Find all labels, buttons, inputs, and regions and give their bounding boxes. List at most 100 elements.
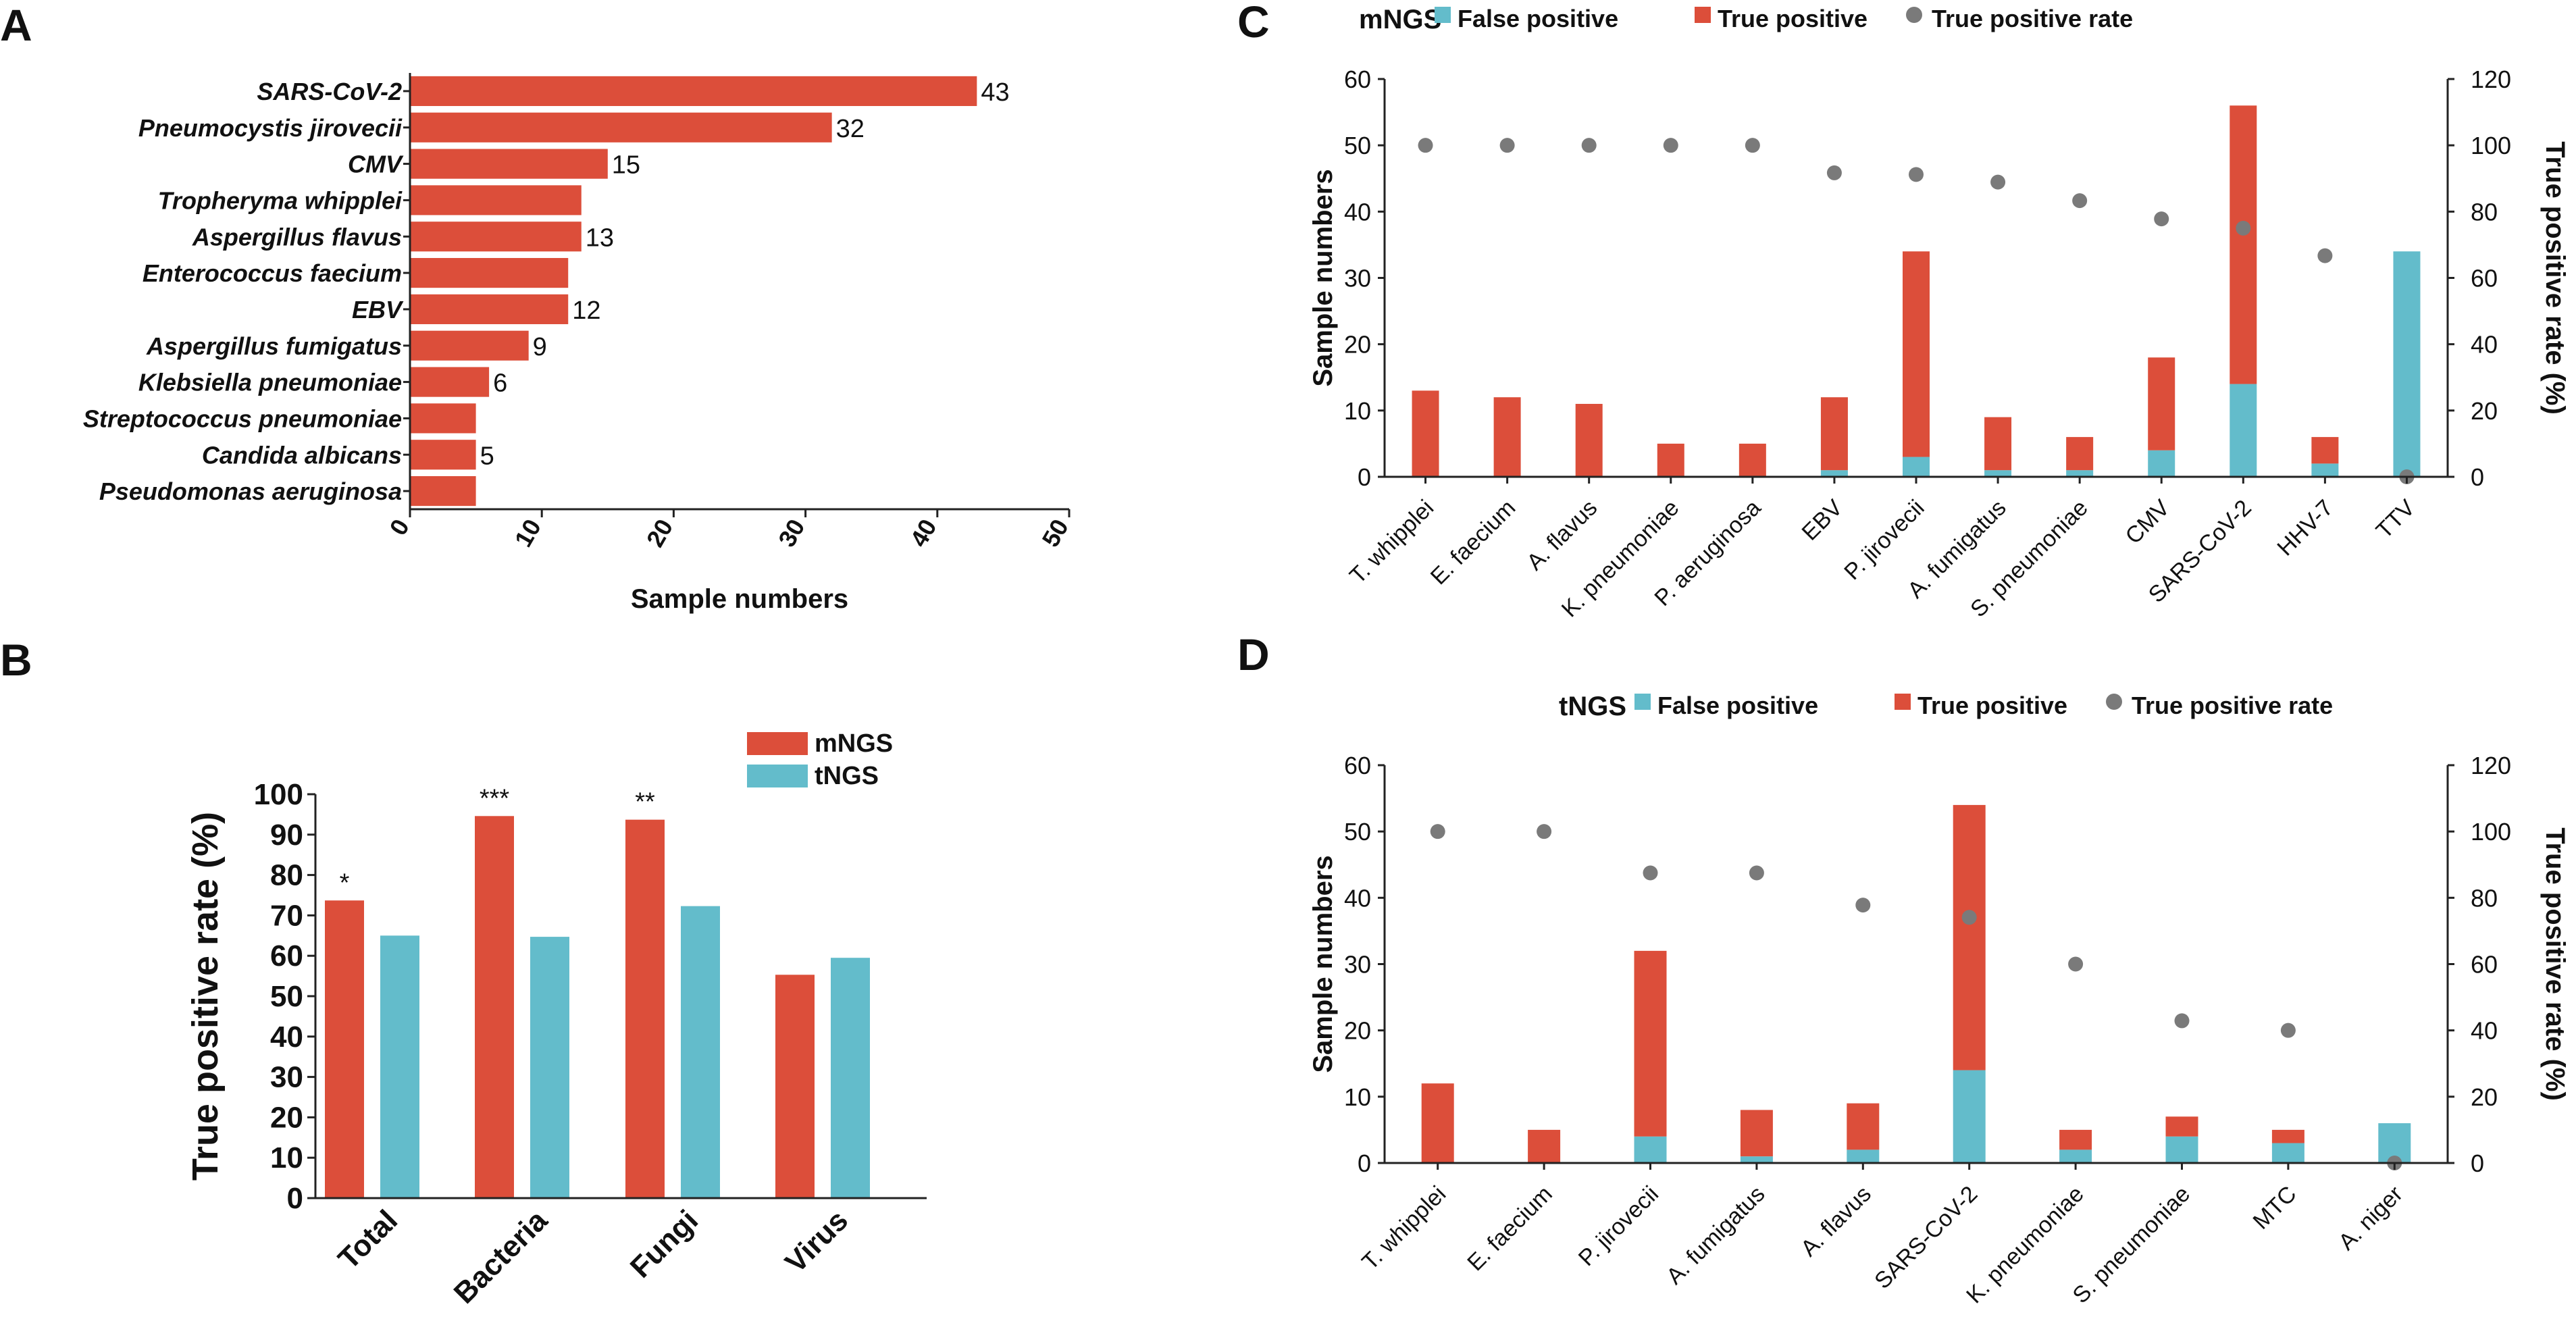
bar <box>380 935 419 1198</box>
bar-true-positive <box>1740 1110 1773 1157</box>
legend-label-true-positive: True positive <box>1917 692 2067 719</box>
bar-true-positive <box>1657 443 1684 477</box>
y-tick-label: 90 <box>270 819 303 852</box>
y-tick-label: 40 <box>270 1020 303 1054</box>
bar-true-positive <box>1847 1103 1880 1150</box>
y-tick-label: 50 <box>270 980 303 1013</box>
rate-point <box>1643 865 1658 881</box>
y2-tick-label: 80 <box>2471 884 2498 912</box>
legend-label-rate: True positive rate <box>1932 5 2133 32</box>
bar-true-positive <box>1738 443 1766 477</box>
y2-tick-label: 40 <box>2471 331 2498 359</box>
bar-true-positive <box>1634 950 1667 1137</box>
rate-point <box>2317 248 2333 263</box>
y-tick-label: 30 <box>270 1061 303 1094</box>
bar-true-positive <box>2059 1129 2092 1150</box>
legend-label-tngs: tNGS <box>815 762 879 790</box>
panel-label-c: C <box>1237 0 1270 47</box>
bar-false-positive <box>1634 1136 1667 1163</box>
rate-point <box>2154 211 2169 227</box>
category-label: Aspergillus flavus <box>192 223 402 251</box>
significance-marker: ** <box>635 788 655 817</box>
y2-tick-label: 60 <box>2471 951 2498 979</box>
category-label: Pseudomonas aeruginosa <box>99 477 402 505</box>
bar-false-positive <box>2066 470 2094 477</box>
legend-swatch-false-positive <box>1435 7 1451 23</box>
bar-true-positive <box>2311 437 2339 464</box>
bar <box>775 975 815 1198</box>
y-tick-label: 0 <box>287 1182 303 1215</box>
rate-point <box>1430 824 1445 839</box>
rate-point <box>2068 956 2084 972</box>
category-label: Aspergillus fumigatus <box>146 332 402 360</box>
bar-true-positive <box>1820 397 1848 471</box>
rate-point <box>1581 138 1597 153</box>
y-axis-title: True positive rate (%) <box>185 812 226 1181</box>
bar <box>410 330 529 361</box>
bar-false-positive <box>1847 1149 1880 1163</box>
y2-tick-label: 0 <box>2471 1149 2484 1177</box>
y2-tick-label: 40 <box>2471 1017 2498 1045</box>
y-axis-title: Sample numbers <box>1308 855 1338 1072</box>
y-tick-label: 0 <box>1358 1149 1371 1177</box>
y-tick-label: 10 <box>1344 1083 1371 1111</box>
bar-true-positive <box>1575 404 1603 477</box>
bar <box>410 403 476 434</box>
bar <box>410 149 608 179</box>
y2-tick-label: 80 <box>2471 198 2498 226</box>
y-tick-label: 30 <box>1344 951 1371 979</box>
bar <box>625 819 665 1198</box>
legend-swatch-tngs <box>747 765 808 787</box>
y-tick-label: 50 <box>1344 818 1371 846</box>
significance-marker: *** <box>480 784 510 812</box>
x-axis-title: Sample numbers <box>631 584 848 614</box>
y2-tick-label: 0 <box>2471 463 2484 491</box>
bar-true-positive <box>1412 390 1439 477</box>
bar <box>410 222 582 252</box>
bar-true-positive <box>1903 251 1930 457</box>
category-label: Streptococcus pneumoniae <box>83 405 402 432</box>
y2-tick-label: 60 <box>2471 265 2498 292</box>
y-tick-label: 100 <box>254 778 303 811</box>
bar-true-positive <box>1528 1129 1561 1163</box>
category-label: Candida albicans <box>202 441 402 469</box>
legend-label-mngs: mNGS <box>815 729 893 758</box>
bar-false-positive <box>1740 1156 1773 1163</box>
data-label: 13 <box>586 224 614 252</box>
bar <box>530 937 569 1198</box>
category-label: Klebsiella pneumoniae <box>138 369 402 396</box>
legend-swatch-true-positive <box>1895 694 1911 710</box>
data-label: 5 <box>480 442 494 470</box>
category-label: Tropheryma whipplei <box>158 186 403 214</box>
y-tick-label: 60 <box>1344 66 1371 93</box>
bar-false-positive <box>2230 384 2257 477</box>
category-label: CMV <box>348 151 404 178</box>
y-tick-label: 10 <box>270 1141 303 1174</box>
bar <box>475 816 514 1198</box>
bar-false-positive <box>2271 1143 2304 1163</box>
category-label: Enterococcus faecium <box>143 259 402 287</box>
panel-label-a: A <box>0 0 32 50</box>
bar <box>325 900 364 1198</box>
bar-true-positive <box>2165 1116 2198 1137</box>
rate-point <box>1418 138 1433 153</box>
y-axis-title: Sample numbers <box>1308 169 1338 386</box>
y-tick-label: 80 <box>270 859 303 892</box>
bar-false-positive <box>1820 470 1848 477</box>
y-tick-label: 20 <box>270 1101 303 1134</box>
bar <box>681 906 720 1198</box>
bar <box>410 76 977 106</box>
rate-point <box>1499 138 1515 153</box>
rate-point <box>1961 910 1977 925</box>
y-tick-label: 20 <box>1344 331 1371 359</box>
y2-tick-label: 20 <box>2471 1083 2498 1111</box>
data-label: 32 <box>836 115 865 143</box>
legend-swatch-false-positive <box>1634 694 1651 710</box>
y2-axis-title: True positive rate (%) <box>2540 141 2570 415</box>
rate-point <box>2072 193 2088 209</box>
rate-point <box>1537 824 1552 839</box>
bar-false-positive <box>2393 251 2421 477</box>
y-tick-label: 50 <box>1344 132 1371 159</box>
